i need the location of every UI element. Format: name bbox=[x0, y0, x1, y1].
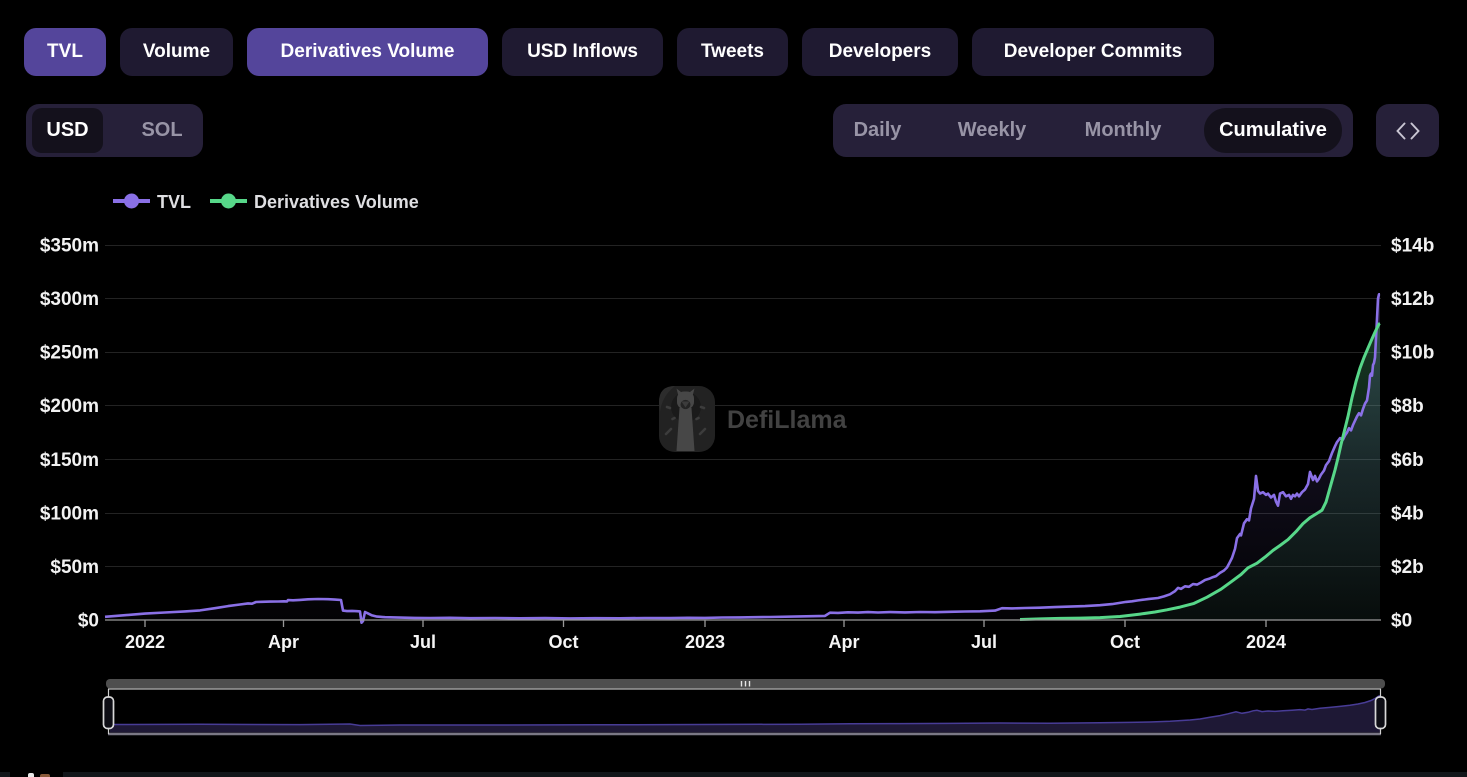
svg-text:$0: $0 bbox=[1391, 611, 1412, 632]
svg-text:$250m: $250m bbox=[40, 343, 99, 364]
svg-text:2023: 2023 bbox=[685, 632, 725, 652]
svg-text:TVL: TVL bbox=[157, 192, 191, 212]
svg-text:Jul: Jul bbox=[971, 632, 997, 652]
svg-text:Derivatives Volume: Derivatives Volume bbox=[254, 192, 419, 212]
svg-text:$300m: $300m bbox=[40, 289, 99, 310]
svg-text:$4b: $4b bbox=[1391, 503, 1424, 524]
svg-text:$14b: $14b bbox=[1391, 236, 1434, 257]
svg-text:Oct: Oct bbox=[548, 632, 578, 652]
svg-text:Apr: Apr bbox=[829, 632, 860, 652]
svg-text:$0: $0 bbox=[78, 611, 99, 632]
svg-text:DefiLlama: DefiLlama bbox=[727, 406, 848, 434]
svg-text:$2b: $2b bbox=[1391, 557, 1424, 578]
svg-text:$200m: $200m bbox=[40, 396, 99, 417]
svg-text:$100m: $100m bbox=[40, 503, 99, 524]
svg-text:$350m: $350m bbox=[40, 236, 99, 257]
svg-text:2022: 2022 bbox=[125, 632, 165, 652]
svg-text:$6b: $6b bbox=[1391, 450, 1424, 471]
svg-text:$10b: $10b bbox=[1391, 343, 1434, 364]
svg-text:$50m: $50m bbox=[50, 557, 99, 578]
svg-text:Apr: Apr bbox=[268, 632, 299, 652]
svg-text:$12b: $12b bbox=[1391, 289, 1434, 310]
svg-text:Jul: Jul bbox=[410, 632, 436, 652]
svg-text:$150m: $150m bbox=[40, 450, 99, 471]
svg-text:2024: 2024 bbox=[1246, 632, 1286, 652]
svg-text:Oct: Oct bbox=[1110, 632, 1140, 652]
svg-text:$8b: $8b bbox=[1391, 396, 1424, 417]
